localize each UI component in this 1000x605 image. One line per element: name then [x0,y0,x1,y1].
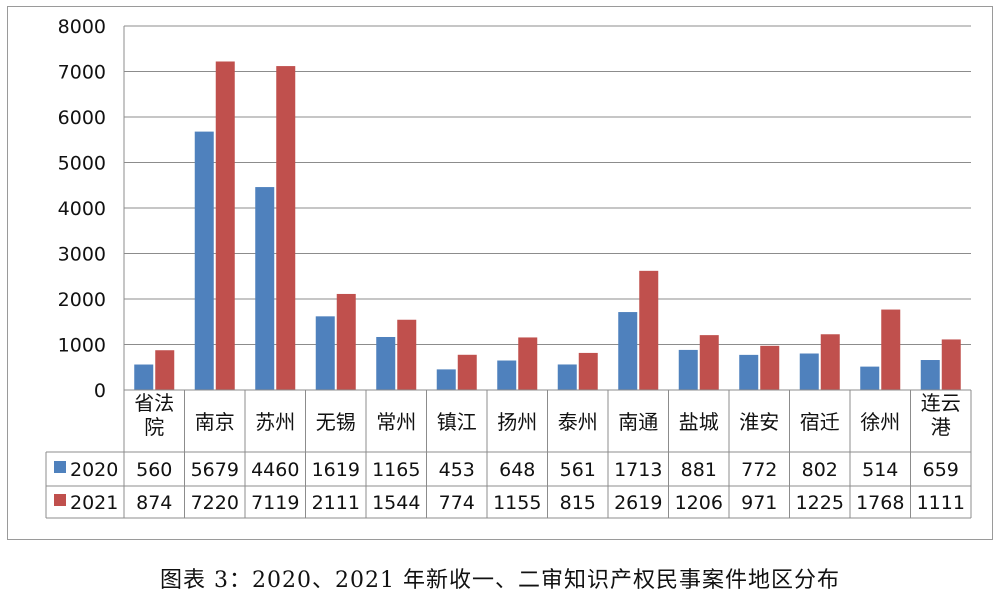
legend-label-2020: 2020 [70,459,118,481]
caption-prefix: 图表 3： [160,568,252,593]
data-label-2020: 560 [136,459,172,481]
bar-2021-11 [760,345,780,390]
legend-label-2021: 2021 [70,492,118,514]
data-label-2020: 648 [499,459,535,481]
x-category-label: 连云港 [921,391,961,439]
y-tick-label: 3000 [58,244,106,266]
x-category-label: 盐城 [679,410,719,434]
bar-2021-1 [155,350,175,390]
data-label-2020: 772 [741,459,777,481]
data-label-2021: 2619 [614,492,662,514]
y-tick-label: 0 [94,380,106,402]
bar-2021-5 [397,319,417,390]
chart-frame [7,6,993,540]
legend-swatch-2020 [54,461,66,473]
x-category-label: 淮安 [739,410,779,434]
bar-2021-12 [820,334,840,390]
bar-chart: 0 1000 2000 3000 4000 5000 6000 7000 8000 省法院 南京 苏州… [45,16,972,519]
data-label-2020: 1713 [614,459,662,481]
data-label-2021: 1768 [856,492,904,514]
data-label-2020: 561 [560,459,596,481]
bar-2020-11 [739,354,759,390]
x-category-label: 镇江 [437,410,477,434]
data-label-2020: 1619 [312,459,360,481]
data-label-2020: 1165 [372,459,420,481]
data-label-2021: 971 [741,492,777,514]
y-tick-label: 1000 [58,335,106,357]
bar-2021-6 [457,354,477,390]
chart-caption: 图表 3：2020、2021 年新收一、二审知识产权民事案件地区分布 [0,562,1000,594]
x-category-label: 泰州 [558,410,598,434]
bar-2020-5 [376,336,396,390]
data-label-2021: 2111 [312,492,360,514]
data-label-2020: 4460 [251,459,299,481]
bar-2020-13 [860,366,880,390]
data-label-2021: 1206 [675,492,723,514]
bar-2020-9 [618,312,638,390]
y-tick-label: 8000 [58,16,106,38]
bar-2020-1 [134,364,154,390]
bar-2020-12 [799,353,819,390]
x-category-label: 苏州 [255,410,295,434]
x-category-label: 南京 [195,410,235,434]
x-category-label: 宿迁 [800,410,840,434]
bar-2021-2 [215,61,235,391]
x-category-label: 徐州 [860,410,900,434]
data-label-2020: 802 [802,459,838,481]
x-category-label: 无锡 [316,410,356,434]
y-tick-label: 2000 [58,289,106,311]
bar-2021-7 [518,337,538,390]
bar-2020-4 [315,316,335,390]
caption-text: 2020、2021 年新收一、二审知识产权民事案件地区分布 [252,568,840,593]
bar-2020-6 [436,369,456,390]
bar-2020-2 [194,131,214,390]
y-tick-label: 6000 [58,107,106,129]
bar-2021-8 [578,352,598,390]
bar-2021-14 [941,339,961,390]
data-label-2020: 514 [862,459,898,481]
data-label-2021: 1155 [493,492,541,514]
bar-2021-9 [639,270,659,390]
data-label-2020: 659 [923,459,959,481]
bar-2021-3 [276,66,296,390]
bar-2020-8 [557,364,577,390]
x-category-label: 南通 [618,410,658,434]
y-tick-label: 5000 [58,153,106,175]
data-label-2021: 1225 [796,492,844,514]
data-label-2020: 453 [439,459,475,481]
data-label-2021: 1111 [917,492,965,514]
bar-2021-10 [699,335,719,390]
bar-2021-4 [336,293,356,390]
bar-2020-10 [678,349,698,390]
data-label-2020: 881 [681,459,717,481]
y-tick-label: 4000 [58,198,106,220]
legend-swatch-2021 [54,494,66,506]
data-label-2021: 1544 [372,492,420,514]
data-label-2021: 774 [439,492,475,514]
bar-2020-3 [255,187,275,390]
x-category-label: 扬州 [497,410,537,434]
data-label-2021: 7119 [251,492,299,514]
data-label-2020: 5679 [191,459,239,481]
data-label-2021: 874 [136,492,172,514]
y-tick-label: 7000 [58,62,106,84]
bar-2020-14 [920,360,940,390]
x-category-label: 省法院 [134,391,174,439]
data-label-2021: 815 [560,492,596,514]
data-label-2021: 7220 [191,492,239,514]
x-category-label: 常州 [376,410,416,434]
bar-2020-7 [497,360,517,390]
bar-2021-13 [881,309,901,390]
